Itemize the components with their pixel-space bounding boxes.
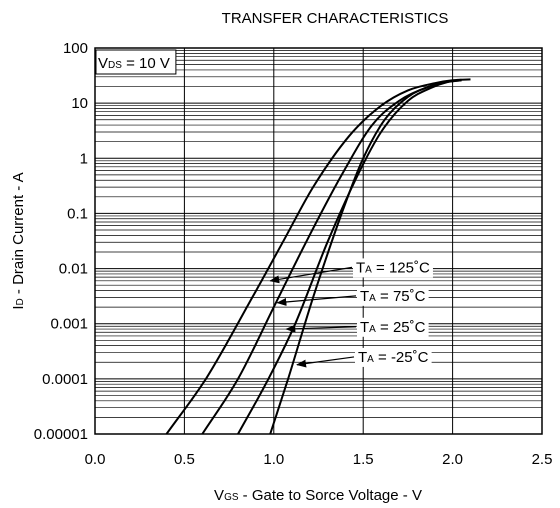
x-tick-label: 1.0 [263,451,284,468]
curve-ta-125 [165,78,471,434]
x-axis-label: VGS - Gate to Sorce Voltage - V [214,487,422,504]
series-label-bg [355,347,432,367]
y-axis-label: ID - Drain Current - A [10,172,27,309]
series-label-125: TA = 125˚C [356,259,430,276]
condition-box: VDS = 10 V [95,49,177,75]
chart-title: TRANSFER CHARACTERISTICS [222,10,449,27]
annotation-arrows [269,266,357,368]
x-tick-label: 2.5 [532,451,553,468]
series-label-25: TA = 25˚C [360,319,426,336]
x-tick-label: 0.0 [85,451,106,468]
series-label-75: TA = 75˚C [360,288,426,305]
y-tick-label: 0.1 [67,205,88,222]
y-tick-label: 1 [80,150,88,167]
y-tick-label: 0.0001 [42,371,88,388]
y-tick-label: 10 [71,95,88,112]
y-tick-label: 100 [63,40,88,57]
curve-ta-neg25 [269,79,462,434]
tick-labels: 0.0 0.5 1.0 1.5 2.0 2.5 0.00001 0.0001 0.001 0.01… [34,40,553,468]
annotation-arrow [276,295,357,306]
curve-ta-25 [237,79,462,434]
y-tick-label: 0.001 [50,316,88,333]
series-label-neg25: TA = -25˚C [358,349,429,366]
annotation-arrow [296,356,355,368]
annotation-arrow [269,266,353,284]
curves [165,78,471,434]
annotation-arrow [285,324,357,333]
curve-ta-75 [201,78,462,434]
series-labels: TA = 125˚C TA = 75˚C TA = 25˚C TA = -25˚C [353,258,433,367]
series-label-bg [353,258,433,278]
condition-label: VDS = 10 V [98,55,170,72]
series-label-bg [357,317,429,337]
condition-box-frame [95,49,177,75]
grid [95,48,542,435]
x-tick-label: 0.5 [174,451,195,468]
series-label-bg [357,286,429,306]
plot-frame [94,47,543,435]
x-tick-label: 1.5 [353,451,374,468]
y-tick-label: 0.00001 [34,426,88,443]
x-tick-label: 2.0 [442,451,463,468]
y-tick-label: 0.01 [59,261,88,278]
